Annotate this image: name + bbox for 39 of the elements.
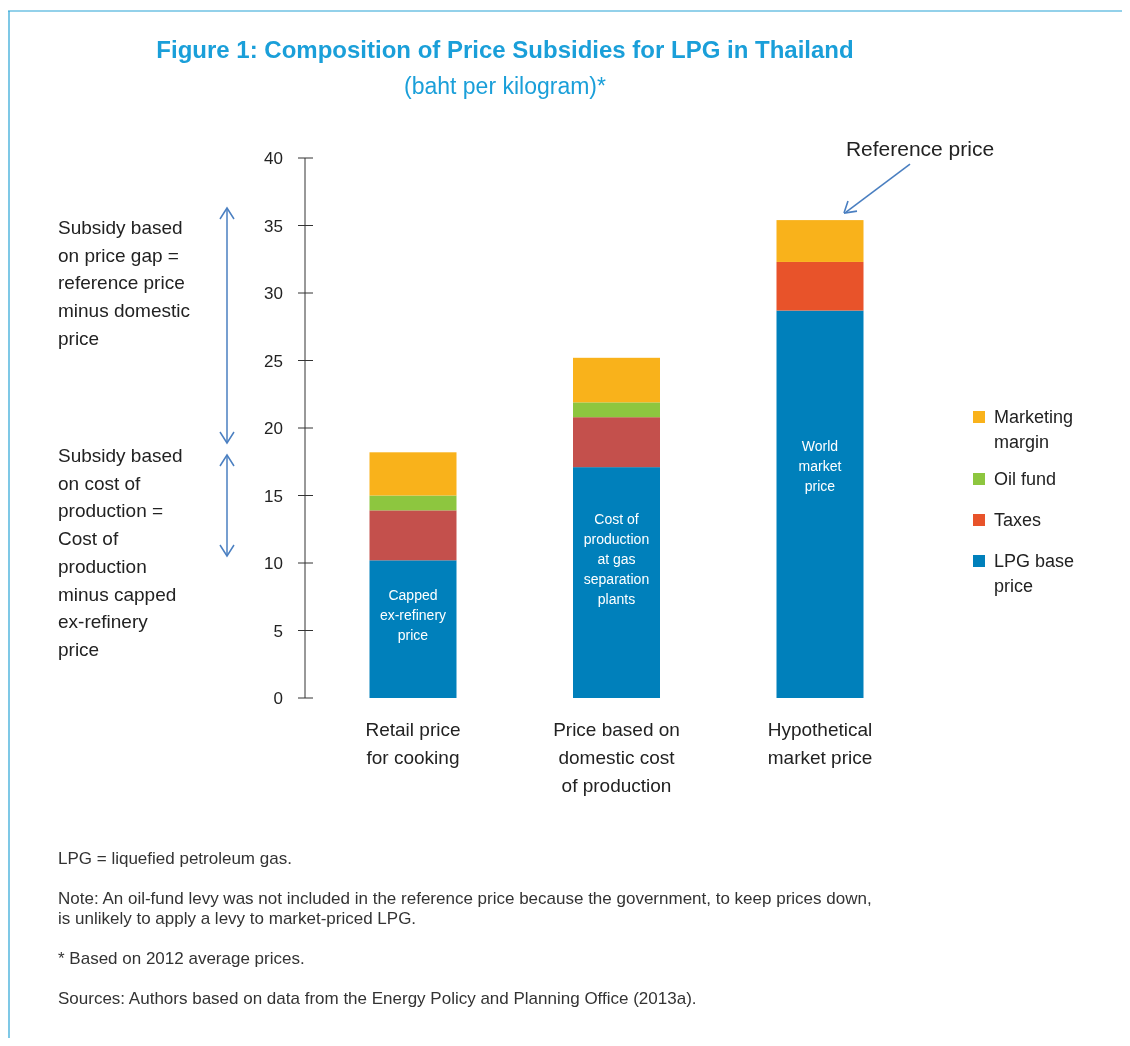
text: Subsidy based on price gap = reference price minus domestic price [58, 217, 190, 349]
legend-label: Taxes [994, 510, 1042, 530]
annotation: Capped ex-refinery price [379, 587, 447, 644]
bar [573, 467, 660, 698]
y-tick-label: 30 [264, 284, 283, 303]
bar [369, 452, 457, 496]
text: LPG = liquefied petroleum gas. [58, 849, 292, 868]
x-tick-label: Hypothetical market price [767, 719, 873, 768]
bar [369, 510, 457, 561]
legend-label: LPG base price [994, 551, 1075, 596]
bar [776, 261, 864, 311]
source-note: Sources: Authors based on data from the Energy Policy and Planning Office (2013a). [58, 989, 697, 1008]
y-tick-label: 0 [273, 689, 283, 708]
bar [369, 560, 457, 698]
chart-title: Figure 1: Composition of Price Subsidies for LPG in Thailand [156, 36, 854, 63]
bar [369, 495, 457, 511]
chart-subtitle: (baht per kilogram)* [404, 73, 607, 99]
annotation: World market price [798, 437, 842, 494]
y-tick-label: 15 [264, 486, 283, 506]
text: Subsidy based on cost of production = Cost of production minus capped ex-refinery price [58, 445, 183, 660]
annotation: Cost of production at gas separation plants [583, 511, 650, 608]
bar [573, 357, 660, 403]
y-tick-label: 35 [264, 216, 283, 236]
y-tick-label: 20 [264, 419, 283, 438]
y-tick-label: 5 [273, 621, 283, 641]
x-tick-label: Price based on domestic cost of production [553, 719, 680, 796]
legend-label: Marketing margin [994, 407, 1074, 452]
y-tick-label: 40 [264, 149, 283, 168]
y-tick-label: 25 [264, 351, 283, 371]
text: Note: An oil-fund levy was not included in the reference price because the government, to keep prices down, is unlikely to apply a levy to market-priced LPG. [58, 889, 872, 928]
annotation: Reference price [845, 137, 995, 161]
bar [573, 417, 660, 468]
bar [776, 310, 864, 698]
bar [776, 220, 864, 262]
text: * Based on 2012 average prices. [58, 949, 305, 968]
x-tick-label: Retail price for cooking [365, 719, 461, 768]
y-tick-label: 10 [264, 554, 283, 573]
legend-label: Oil fund [994, 469, 1057, 489]
bar [573, 402, 660, 418]
